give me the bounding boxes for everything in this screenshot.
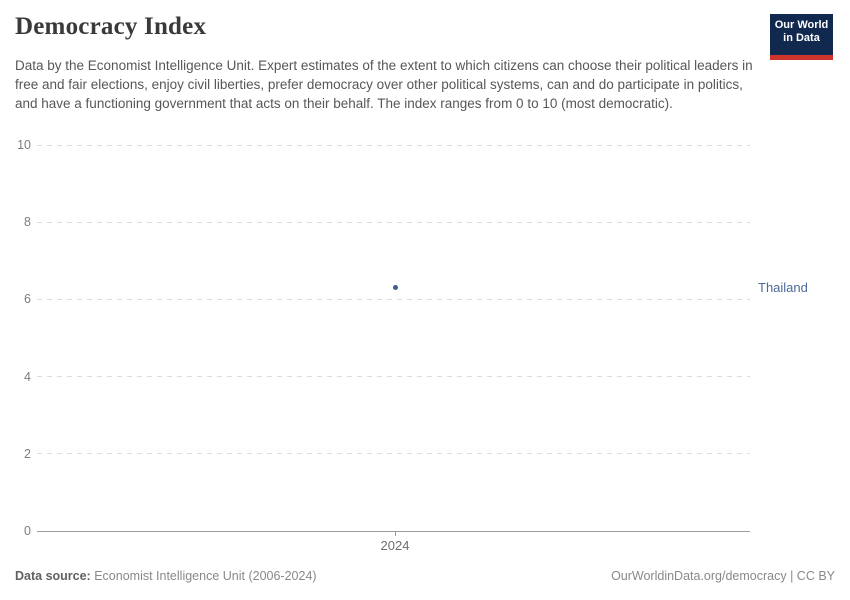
data-source-value: Economist Intelligence Unit (2006-2024) <box>90 569 317 583</box>
gridline-10 <box>37 144 750 146</box>
y-axis-tick-label: 10 <box>17 138 31 152</box>
y-axis-tick-label: 0 <box>24 524 31 538</box>
y-axis-tick-label: 6 <box>24 292 31 307</box>
data-source-label: Data source: <box>15 569 91 583</box>
gridline-0 <box>37 530 750 532</box>
page-title: Democracy Index <box>15 13 207 40</box>
y-axis-tick-label: 4 <box>24 369 31 384</box>
y-axis-tick-label: 2 <box>24 446 31 461</box>
y-axis-tick-label: 8 <box>24 215 31 230</box>
gridline-8 <box>37 221 750 223</box>
data-source-note[interactable]: Data source: Economist Intelligence Unit… <box>15 568 317 585</box>
data-point-thailand[interactable] <box>392 285 398 291</box>
x-axis-tick <box>395 532 396 536</box>
owid-logo[interactable]: Our World in Data <box>770 14 833 60</box>
gridline-2 <box>37 453 750 455</box>
gridline-4 <box>37 376 750 378</box>
gridline-6 <box>37 298 750 300</box>
owid-logo-line2: in Data <box>783 32 820 44</box>
entity-label-thailand[interactable]: Thailand <box>758 279 808 295</box>
credit-link[interactable]: OurWorldinData.org/democracy | CC BY <box>611 569 835 583</box>
chart-subtitle: Data by the Economist Intelligence Unit.… <box>15 58 753 111</box>
x-axis-tick-label: 2024 <box>380 538 410 553</box>
owid-logo-line1: Our World <box>774 19 829 31</box>
